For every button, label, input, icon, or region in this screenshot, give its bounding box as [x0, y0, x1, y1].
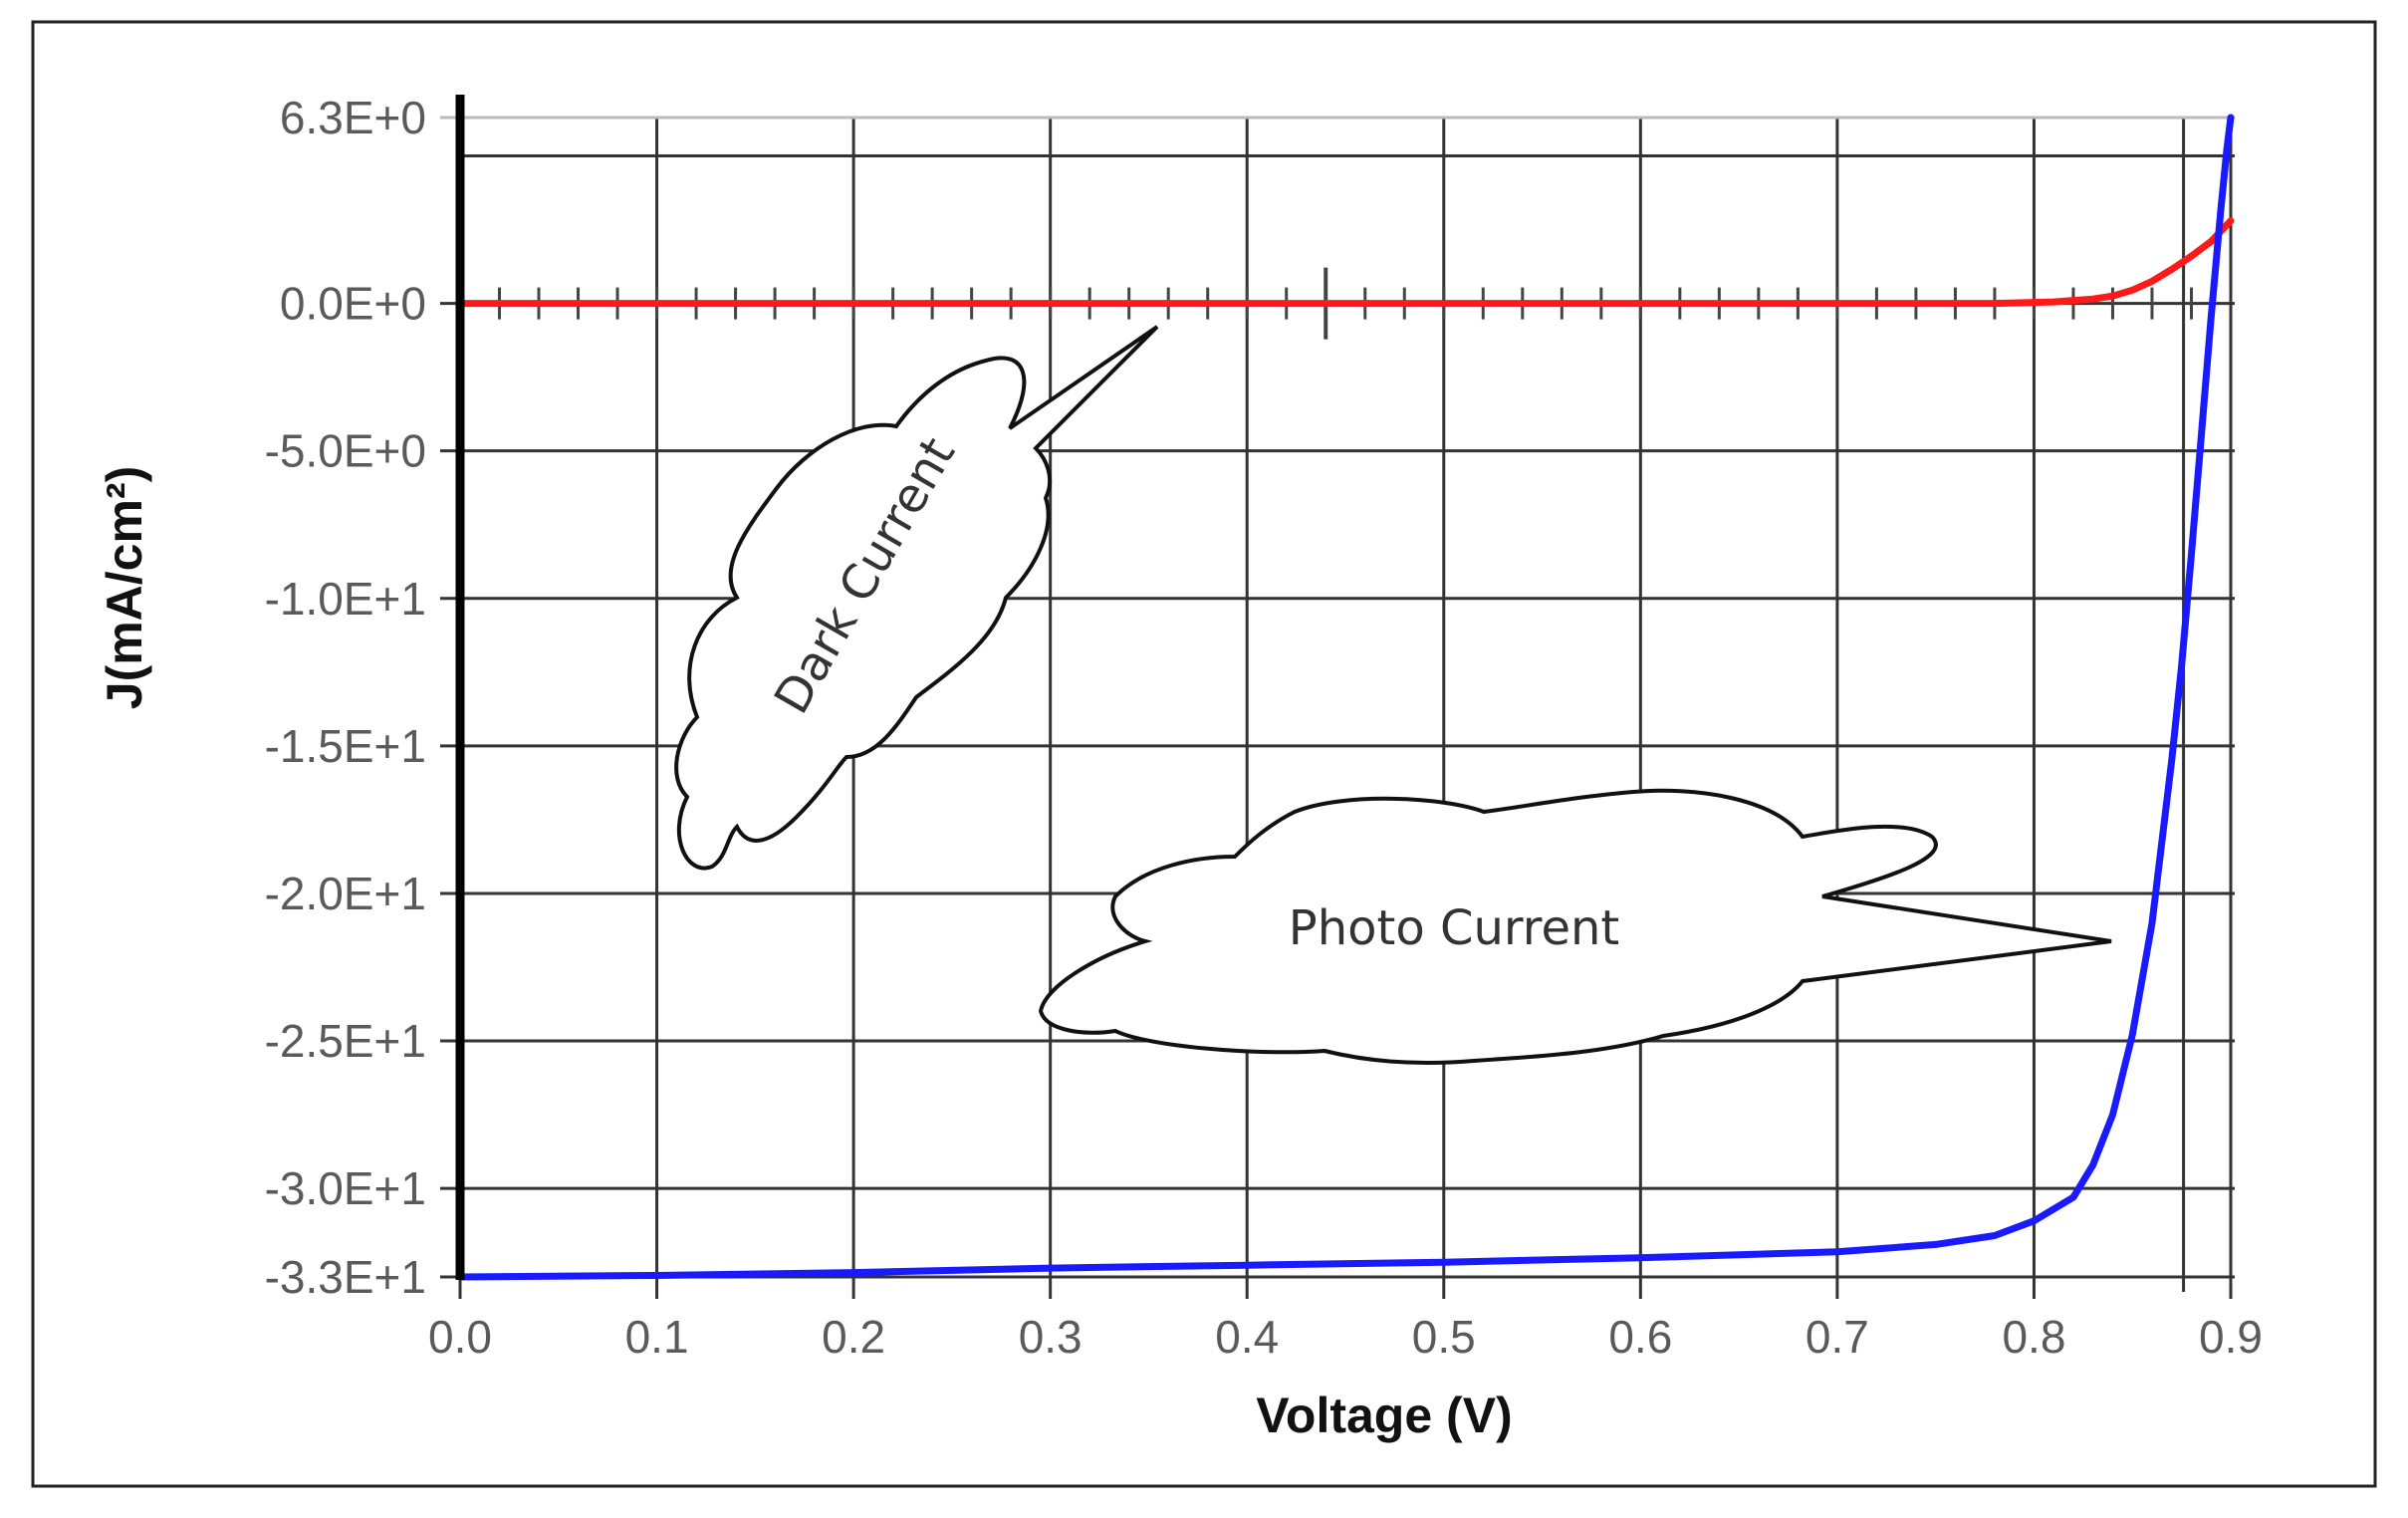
y-tick-label-7: -3.0E+1: [265, 1162, 426, 1214]
x-tick-label-7: 0.7: [1806, 1311, 1869, 1363]
series-line-photo-current: [456, 114, 2235, 1281]
y-axis-title: J(mA/cm²): [97, 466, 152, 709]
dark-current-cloud: [674, 325, 1159, 871]
photo-current-label: Photo Current: [1289, 900, 1619, 956]
series-layer: [456, 114, 2235, 1281]
x-tick-label-6: 0.6: [1608, 1311, 1672, 1363]
y-tick-label-6: -2.5E+1: [265, 1015, 426, 1067]
x-tick-labels: 0.0 0.1 0.2 0.3 0.4 0.5 0.6 0.7 0.8 0.9: [428, 1311, 2263, 1363]
y-tick-label-0: 6.3E+0: [280, 92, 426, 143]
photo-current-callout: Photo Current: [1038, 788, 2112, 1065]
x-tick-label-4: 0.4: [1215, 1311, 1279, 1363]
x-tick-label-9: 0.9: [2199, 1311, 2263, 1363]
y-tick-label-3: -1.0E+1: [265, 573, 426, 625]
y-tick-label-4: -1.5E+1: [265, 720, 426, 772]
x-tick-label-2: 0.2: [822, 1311, 885, 1363]
photo-current-cloud: [1038, 788, 2112, 1065]
y-tick-label-8: -3.3E+1: [265, 1251, 426, 1303]
dark-current-callout: Dark Current: [674, 325, 1159, 871]
x-tick-label-1: 0.1: [625, 1311, 689, 1363]
y-tick-labels: 6.3E+0 0.0E+0 -5.0E+0 -1.0E+1 -1.5E+1 -2.0E+1…: [265, 92, 426, 1303]
x-tick-label-5: 0.5: [1412, 1311, 1476, 1363]
series-line-dark-current: [456, 217, 2235, 308]
chart-frame: [31, 20, 2377, 1488]
y-tick-label-5: -2.0E+1: [265, 868, 426, 919]
x-tick-label-3: 0.3: [1019, 1311, 1083, 1363]
x-axis-title: Voltage (V): [1256, 1388, 1512, 1443]
y-tick-label-2: -5.0E+0: [265, 425, 426, 477]
x-tick-label-8: 0.8: [2002, 1311, 2065, 1363]
y-tick-label-1: 0.0E+0: [280, 278, 426, 330]
x-tick-label-0: 0.0: [428, 1311, 492, 1363]
